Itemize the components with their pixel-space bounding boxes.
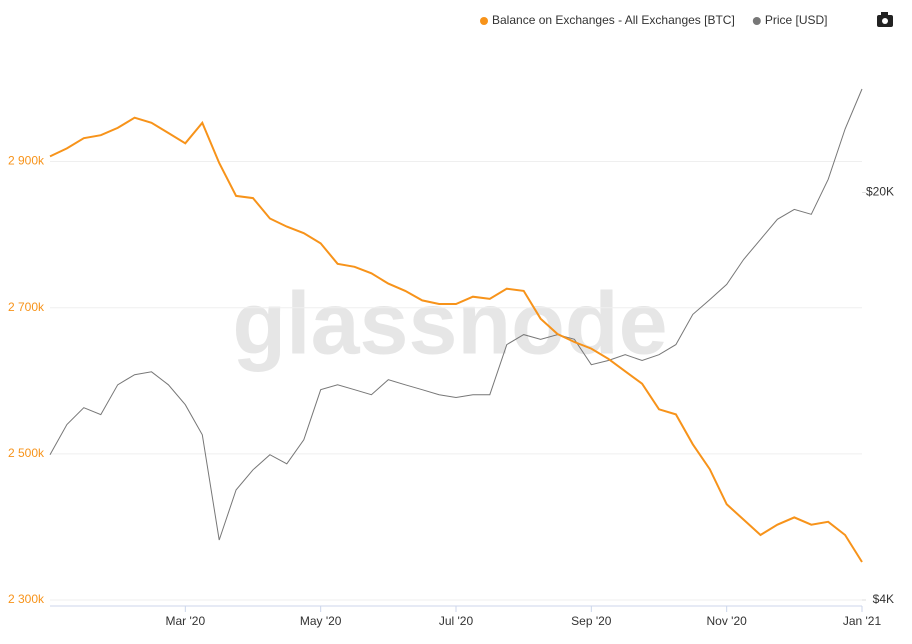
- series-line: [49, 88, 863, 541]
- y2-tick-label: $20K: [866, 185, 894, 199]
- x-tick-label: Sep '20: [571, 614, 612, 628]
- watermark: glassnode: [232, 273, 667, 372]
- legend-label[interactable]: Balance on Exchanges - All Exchanges [BT…: [492, 13, 735, 27]
- y2-tick-label: $4K: [873, 592, 894, 606]
- y-tick-label: 2 500k: [8, 446, 45, 460]
- legend-marker: [752, 17, 761, 25]
- y-tick-label: 2 700k: [8, 300, 45, 314]
- y-tick-label: 2 300k: [8, 592, 45, 606]
- x-tick-label: May '20: [300, 614, 342, 628]
- y-tick-label: 2 900k: [8, 154, 45, 168]
- legend-marker: [480, 17, 488, 25]
- series-line: [49, 116, 863, 563]
- legend-label[interactable]: Price [USD]: [765, 13, 828, 27]
- x-tick-label: Mar '20: [166, 614, 206, 628]
- x-tick-label: Jan '21: [843, 614, 882, 628]
- x-tick-label: Jul '20: [439, 614, 474, 628]
- x-tick-label: Nov '20: [707, 614, 748, 628]
- camera-icon[interactable]: [877, 12, 893, 27]
- legend: Balance on Exchanges - All Exchanges [BT…: [480, 13, 828, 27]
